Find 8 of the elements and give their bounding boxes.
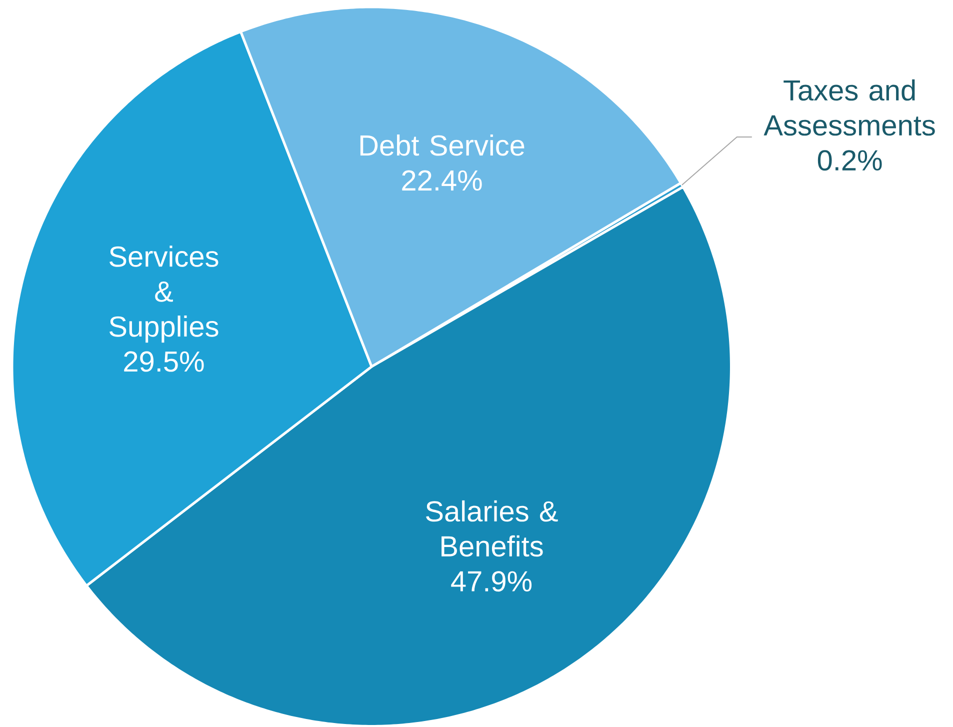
- data-label: 0.2%: [818, 150, 882, 170]
- slice-label: Debt Service: [360, 134, 524, 156]
- slice-label: Salaries & Benefits: [426, 500, 558, 556]
- slice-label: Taxes and Assessments: [764, 79, 935, 136]
- slice-label: Services & Supplies: [109, 245, 218, 342]
- data-label: 47.9%: [451, 570, 532, 592]
- data-label: 22.4%: [402, 170, 482, 190]
- data-label: 29.5%: [124, 351, 204, 372]
